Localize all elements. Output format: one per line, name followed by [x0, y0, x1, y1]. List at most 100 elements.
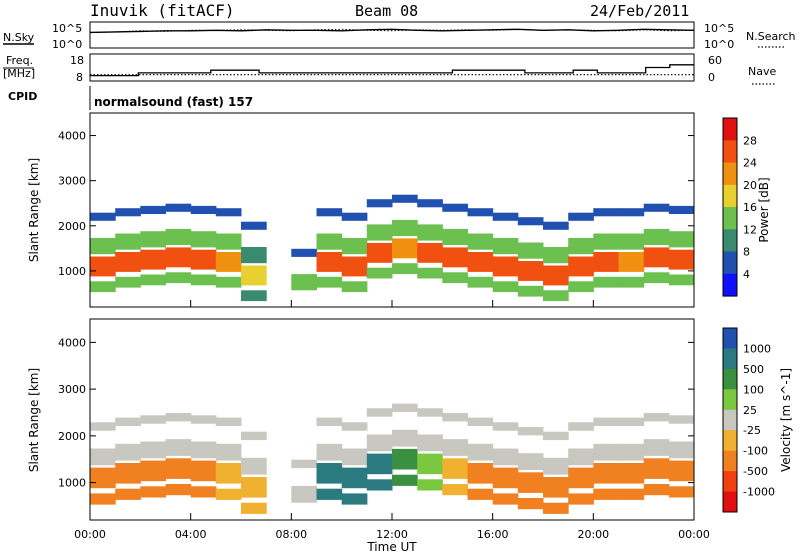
- date-title: 24/Feb/2011: [590, 2, 689, 20]
- power-cell: [165, 203, 192, 212]
- power-cell: [618, 233, 645, 250]
- power-cell: [316, 233, 343, 250]
- velocity-cell: [165, 413, 192, 422]
- x-tick-label: 12:00: [376, 528, 408, 541]
- velocity-cell: [241, 457, 267, 475]
- velocity-cell: [241, 431, 267, 441]
- velocity-colorbar-tick: 25: [743, 404, 757, 417]
- velocity-cell: [517, 453, 544, 470]
- velocity-cell: [90, 493, 116, 505]
- power-cell: [492, 212, 519, 221]
- power-cell: [492, 238, 519, 255]
- velocity-colorbar-swatch: [723, 368, 737, 390]
- velocity-cell: [165, 439, 192, 456]
- power-cell: [392, 219, 418, 237]
- velocity-cell: [341, 422, 368, 431]
- power-cell: [643, 203, 670, 212]
- velocity-cell: [517, 427, 544, 436]
- nsearch-right-tick-top: 10^5: [704, 22, 734, 35]
- power-cell: [442, 272, 468, 284]
- x-tick-label: 08:00: [275, 528, 307, 541]
- velocity-cell: [568, 467, 594, 489]
- power-cell: [568, 238, 594, 255]
- velocity-colorbar-tick: 100: [743, 383, 764, 396]
- velocity-cell: [668, 415, 695, 424]
- power-cell: [90, 281, 116, 293]
- power-cell: [442, 228, 468, 246]
- power-cell: [215, 276, 242, 288]
- velocity-cell: [492, 467, 519, 489]
- velocity-cell: [366, 479, 393, 491]
- velocity-cell: [90, 467, 116, 489]
- velocity-cell: [392, 448, 418, 470]
- power-cell: [366, 242, 393, 263]
- power-cell: [366, 267, 393, 279]
- power-heatmap: [90, 194, 695, 302]
- power-colorbar-tick: 4: [743, 268, 750, 281]
- velocity-cell: [165, 458, 192, 479]
- power-y-axis: 1000 2000 3000 4000: [58, 130, 694, 278]
- velocity-colorbar: 1000 500 100 25 -25 -100 -500 -1000: [722, 327, 775, 513]
- velocity-cell: [291, 485, 317, 503]
- power-cell: [643, 247, 670, 268]
- power-cell: [90, 212, 116, 221]
- power-cell: [568, 281, 594, 293]
- velocity-colorbar-tick: -100: [743, 445, 768, 458]
- velocity-cell: [517, 472, 544, 493]
- power-cell: [115, 276, 141, 288]
- freq-label: Freq.: [6, 54, 33, 67]
- nsky-label: N.Sky: [3, 31, 35, 44]
- power-cell: [90, 238, 116, 255]
- power-colorbar-tick: 8: [743, 246, 750, 259]
- nsky-frame: [89, 21, 695, 49]
- power-colorbar-tick: 12: [743, 223, 757, 236]
- velocity-cell: [467, 417, 494, 426]
- power-cell: [618, 276, 645, 288]
- velocity-cell: [366, 408, 393, 417]
- power-cell: [517, 217, 544, 226]
- power-cell: [668, 249, 695, 270]
- power-cell: [291, 274, 317, 291]
- velocity-cell: [241, 502, 267, 514]
- x-tick-label: 20:00: [577, 528, 609, 541]
- power-cell: [392, 238, 418, 259]
- nsky-left-tick-top: 10^5: [52, 22, 82, 35]
- velocity-cell: [115, 417, 141, 426]
- velocity-colorbar-swatch: [723, 471, 737, 492]
- velocity-cell: [442, 484, 468, 496]
- power-cell: [593, 233, 619, 250]
- power-cell: [190, 231, 217, 248]
- velocity-colorbar-tick: 500: [743, 363, 764, 376]
- power-cell: [467, 208, 494, 217]
- velocity-cell: [668, 460, 695, 482]
- power-colorbar-swatch: [723, 140, 737, 164]
- power-colorbar-swatch: [723, 162, 737, 186]
- power-cell: [316, 252, 343, 272]
- velocity-cell: [417, 479, 443, 491]
- power-cell: [190, 205, 217, 214]
- nave-label: Nave: [748, 65, 776, 78]
- power-colorbar: 4 8 12 16 20 24 28: [722, 117, 757, 297]
- y-tick-label: 1000: [58, 265, 86, 278]
- power-cell: [241, 290, 267, 302]
- nave-tick-bottom: 0: [708, 71, 715, 84]
- velocity-cell: [668, 486, 695, 498]
- nsky-series: [89, 28, 695, 34]
- velocity-colorbar-swatch: [723, 389, 737, 411]
- power-cell: [517, 285, 544, 297]
- nave-tick-top: 60: [708, 54, 722, 67]
- power-cell: [517, 242, 544, 259]
- velocity-y-axis: 1000 2000 3000 4000: [58, 336, 694, 490]
- power-cell: [543, 290, 569, 302]
- power-cell: [341, 256, 368, 277]
- velocity-ylabel: Slant Range [km]: [27, 368, 41, 472]
- power-cell: [241, 221, 267, 230]
- velocity-cell: [392, 403, 418, 412]
- y-tick-label: 2000: [58, 220, 86, 233]
- power-ylabel: Slant Range [km]: [27, 158, 41, 262]
- velocity-cell: [492, 493, 519, 505]
- power-cell: [392, 194, 418, 203]
- velocity-cell: [341, 448, 368, 466]
- power-cell: [668, 274, 695, 286]
